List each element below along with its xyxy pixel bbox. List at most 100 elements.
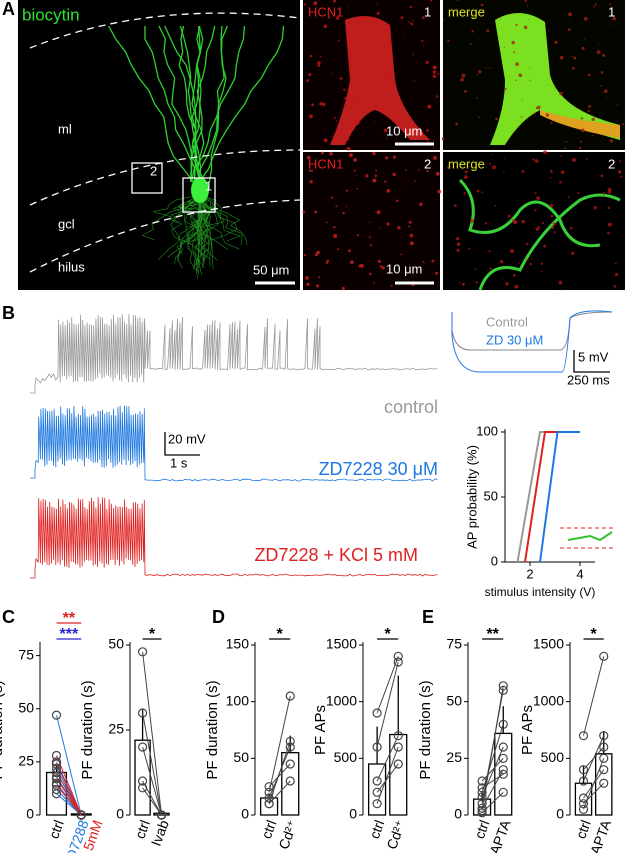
speck [602, 192, 606, 195]
micrograph [18, 0, 300, 290]
point [599, 753, 609, 763]
speck [356, 234, 360, 237]
axon [171, 194, 201, 251]
speck [461, 282, 465, 286]
point [498, 769, 508, 779]
point [477, 792, 487, 802]
speck [390, 284, 393, 287]
speck [356, 27, 359, 31]
speck [422, 261, 425, 263]
speck [308, 73, 312, 77]
speck [464, 89, 467, 93]
y-tick-label: 75 [18, 646, 34, 662]
speck [476, 189, 480, 193]
speck [319, 102, 323, 106]
speck [486, 67, 488, 69]
bar [259, 797, 279, 816]
point [578, 765, 589, 775]
speck [521, 116, 523, 118]
speck [607, 222, 612, 227]
speck [369, 221, 371, 223]
speck [323, 24, 328, 29]
speck [398, 116, 400, 119]
speck [351, 72, 355, 76]
speck [489, 267, 492, 270]
speck [587, 104, 591, 108]
layer-label: ml [58, 121, 72, 136]
speck [587, 109, 590, 113]
speck [612, 16, 616, 21]
inset-trace [451, 311, 613, 351]
speck [378, 227, 381, 229]
pair-line [142, 780, 162, 816]
speck [329, 166, 331, 168]
speck [347, 33, 349, 35]
speck [622, 123, 625, 126]
speck [400, 16, 404, 20]
speck [409, 233, 414, 238]
y-tick-label: 1000 [326, 692, 357, 708]
speck [303, 3, 307, 6]
speck [402, 39, 404, 41]
speck [572, 67, 575, 70]
speck [521, 99, 523, 101]
point [599, 742, 609, 752]
speck [609, 7, 612, 10]
speck [550, 214, 554, 218]
speck [573, 56, 577, 60]
speck [559, 155, 562, 157]
speck [535, 228, 539, 232]
point [578, 731, 589, 741]
y-tick-label: 0 [454, 806, 462, 822]
tile-index: 1 [608, 4, 615, 19]
speck [543, 244, 547, 248]
speck [370, 45, 374, 48]
point [51, 710, 62, 720]
pair-line [583, 735, 605, 782]
point [285, 691, 295, 701]
speck [471, 30, 474, 33]
soma [191, 177, 209, 203]
pair-line [583, 656, 605, 736]
speck [549, 203, 554, 208]
bar [595, 753, 613, 816]
speck [614, 262, 617, 265]
y-axis-label: PF duration (s) [79, 680, 96, 779]
speck [601, 53, 606, 57]
speck [455, 122, 459, 126]
inset-trace [451, 310, 613, 373]
layer-label: hilus [58, 259, 85, 274]
speck [476, 74, 479, 76]
point [599, 651, 609, 661]
speck [408, 225, 411, 228]
pair-line [142, 651, 162, 816]
speck [478, 116, 480, 119]
speck [321, 151, 324, 155]
dendrite [189, 25, 216, 183]
speck [349, 23, 351, 25]
speck [607, 190, 612, 194]
speck [372, 78, 376, 82]
speck [383, 128, 388, 133]
sig-label: ** [63, 610, 76, 627]
speck [616, 104, 619, 106]
pair-line [376, 656, 399, 714]
tile-index: 2 [608, 156, 615, 171]
sig-label: * [591, 626, 598, 643]
point [51, 780, 62, 790]
scale-label: 1 s [170, 455, 188, 470]
speck [447, 166, 451, 170]
speck [521, 219, 525, 224]
x-axis-label: stimulus intensity (V) [485, 585, 596, 599]
speck [425, 60, 429, 64]
speck [564, 147, 567, 150]
speck [454, 204, 457, 208]
speck [503, 46, 505, 48]
pair-line [583, 758, 605, 810]
axon [199, 194, 241, 242]
speck [370, 244, 373, 247]
speck [532, 158, 535, 161]
pair-line [268, 780, 291, 805]
point [578, 799, 589, 809]
speck [328, 16, 331, 19]
